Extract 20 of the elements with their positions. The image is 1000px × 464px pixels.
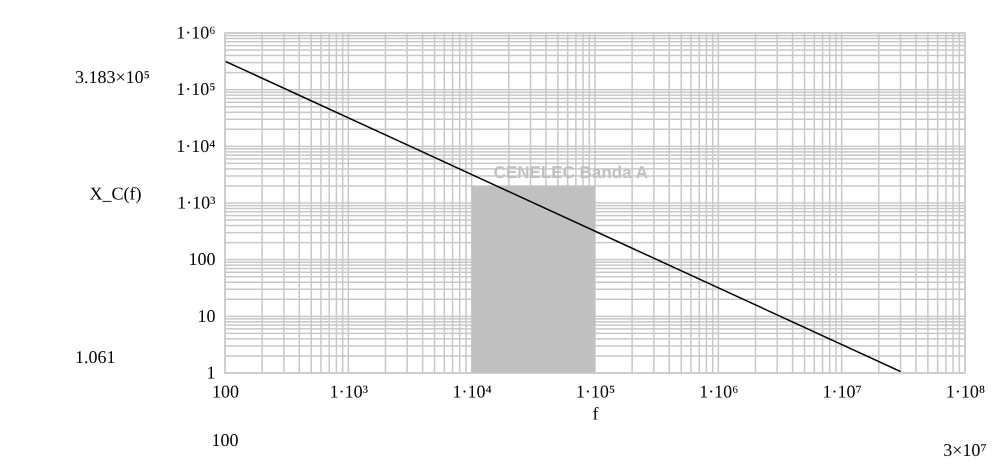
x-tick-label: 1·10⁴ bbox=[452, 382, 492, 402]
x-tick-label: 1·10⁵ bbox=[576, 382, 616, 402]
text: 1.061 bbox=[75, 347, 116, 367]
y-tick-label: 1·10⁵ bbox=[176, 79, 216, 100]
x-axis-title: f bbox=[592, 404, 598, 424]
x-tick-label: 1·10⁸ bbox=[946, 382, 986, 402]
y-tick-label: 1·10³ bbox=[177, 192, 216, 212]
x-tick-label: 1·10³ bbox=[330, 382, 369, 402]
y-axis-title: X_C(f) bbox=[90, 184, 142, 204]
y-tick-label: 1·10⁴ bbox=[176, 136, 216, 156]
x-tick-label: 100 bbox=[212, 382, 239, 402]
y-tick-label: 10 bbox=[198, 306, 216, 326]
y-tick-label: 1 bbox=[206, 362, 216, 382]
y-tick-label: 1·10⁶ bbox=[176, 22, 216, 42]
x-tick-label: 1·10⁶ bbox=[699, 382, 738, 402]
x-tick-label: 1·10⁷ bbox=[822, 382, 862, 402]
text: 100 bbox=[212, 430, 238, 450]
y-tick-label: 100 bbox=[188, 249, 216, 270]
text: 3×10⁷ bbox=[943, 440, 987, 460]
text: 3.183×10⁵ bbox=[75, 67, 150, 87]
